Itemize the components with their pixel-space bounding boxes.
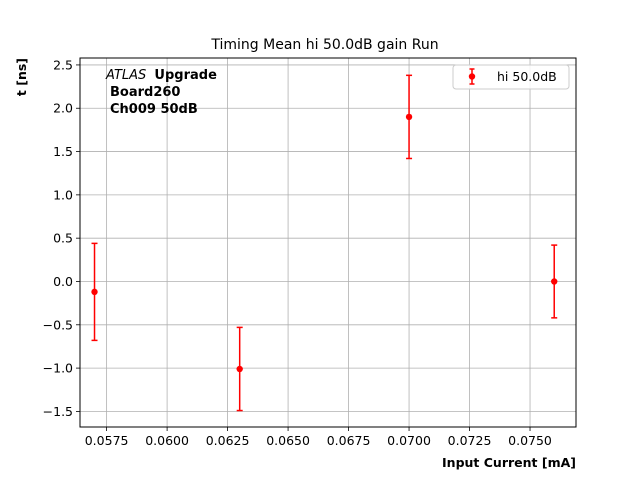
x-tick-label: 0.0725 (448, 433, 492, 448)
annotation-channel: Ch009 50dB (110, 102, 198, 117)
x-tick-label: 0.0575 (85, 433, 129, 448)
annotation-board: Board260 (110, 85, 180, 100)
plot-frame (79, 57, 577, 428)
annotation-upgrade: Upgrade (154, 68, 217, 83)
y-tick-label: −1.5 (43, 404, 73, 419)
y-tick-label: 2.0 (53, 101, 73, 116)
legend-marker (468, 73, 476, 80)
legend: hi 50.0dB (452, 64, 570, 90)
y-tick-label: −0.5 (43, 317, 73, 332)
x-axis: 0.0575 0.0600 0.0625 0.0650 0.0675 0.0700 0.07… (85, 427, 552, 448)
legend-frame (452, 64, 570, 90)
data-point (236, 365, 243, 373)
x-axis-label: Input Current [mA] (442, 455, 576, 470)
y-tick-label: 2.5 (53, 57, 73, 72)
series-hi-50db (91, 74, 558, 412)
data-point (405, 113, 413, 121)
x-tick-label: 0.0650 (266, 433, 310, 448)
x-tick-label: 0.0700 (387, 433, 431, 448)
y-axis-label: t [ns] (14, 58, 29, 96)
x-tick-label: 0.0600 (145, 433, 189, 448)
y-tick-label: 1.5 (53, 144, 73, 159)
x-tick-label: 0.0750 (508, 433, 552, 448)
annotation-atlas: ATLAS (105, 68, 146, 83)
legend-label: hi 50.0dB (497, 69, 557, 84)
y-tick-label: 0.5 (53, 231, 73, 246)
x-tick-label: 0.0675 (327, 433, 371, 448)
data-point (551, 278, 558, 285)
chart-title: Timing Mean hi 50.0dB gain Run (210, 37, 438, 53)
y-tick-label: −1.0 (43, 361, 73, 376)
x-tick-label: 0.0625 (206, 433, 250, 448)
y-tick-label: 0.0 (53, 274, 73, 289)
y-tick-label: 1.0 (53, 187, 73, 202)
atlas-annotation: ATLAS Upgrade Board260 Ch009 50dB (105, 68, 217, 117)
y-axis: −1.5 −1.0 −0.5 0.0 0.5 1.0 1.5 2.0 2.5 (43, 57, 80, 419)
svg-text:ATLAS Upgrade: ATLAS Upgrade (105, 68, 217, 83)
data-point (91, 288, 98, 296)
